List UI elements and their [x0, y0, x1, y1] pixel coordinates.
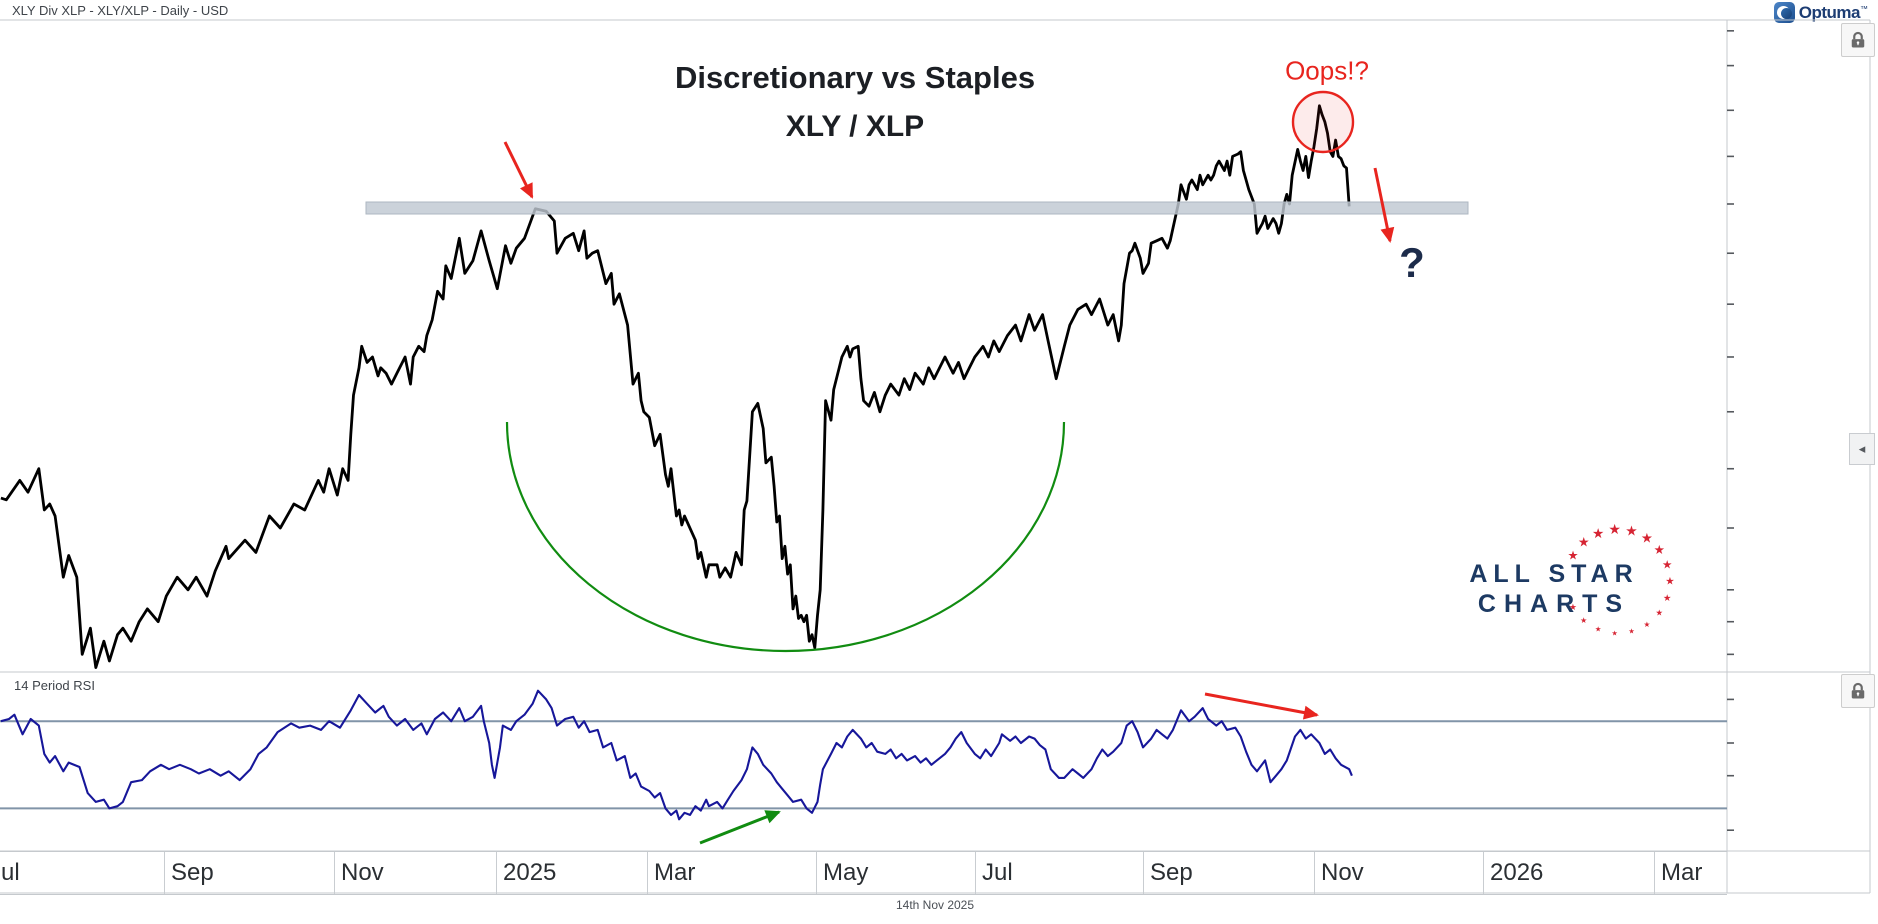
red-arrow-rsi-rollover[interactable]: [1204, 692, 1319, 720]
watermark-star-icon: ★: [1567, 548, 1578, 562]
time-tick-label: Nov: [341, 859, 384, 886]
red-arrow-breakdown[interactable]: [1373, 167, 1395, 243]
time-axis-divider: [647, 852, 648, 894]
resistance-band-annotation[interactable]: [365, 201, 1469, 215]
time-tick-label: Mar: [1661, 859, 1703, 886]
scroll-left-icon: ◂: [1858, 441, 1866, 456]
oops-text-annotation[interactable]: Oops!?: [1285, 55, 1369, 86]
lock-price-axis-button[interactable]: [1841, 23, 1875, 57]
footer-date: 14th Nov 2025: [895, 898, 975, 912]
time-axis[interactable]: Jul Sep Nov 2025 Mar May Jul Sep Nov 2026 Mar: [0, 851, 1727, 895]
green-arc-rounded-bottom[interactable]: [505, 421, 1066, 653]
time-axis-divider: [496, 852, 497, 894]
rsi-tool-label: 14 Period RSI: [14, 678, 95, 693]
chart-title-annotation[interactable]: Discretionary vs Staples: [674, 60, 1036, 95]
watermark-star-icon: ★: [1580, 616, 1587, 625]
time-tick-label: Jul: [0, 859, 20, 886]
watermark-star-icon: ★: [1656, 608, 1664, 618]
time-axis-divider: [1654, 852, 1655, 894]
chart-code-title: XLY Div XLP - XLY/XLP - Daily - USD: [12, 3, 229, 18]
watermark-star-icon: ★: [1641, 532, 1653, 547]
price-line-xly-xlp[interactable]: [0, 104, 1351, 669]
watermark-star-icon: ★: [1662, 557, 1672, 571]
chart-subtitle-annotation[interactable]: XLY / XLP: [785, 110, 925, 143]
watermark-star-icon: ★: [1592, 526, 1604, 542]
time-tick-label: 2026: [1490, 859, 1544, 886]
time-axis-divider: [1483, 852, 1484, 894]
time-tick-label: Mar: [654, 859, 696, 886]
all-star-charts-watermark: ALL STAR CHARTS: [1469, 560, 1638, 619]
time-tick-label: Sep: [171, 859, 214, 886]
scroll-left-button[interactable]: ◂: [1849, 433, 1875, 465]
lock-icon: [1851, 682, 1865, 699]
watermark-star-icon: ★: [1608, 522, 1621, 538]
watermark-line2: CHARTS: [1477, 590, 1631, 618]
time-axis-divider: [164, 852, 165, 894]
watermark-star-icon: ★: [1628, 627, 1634, 636]
green-arrow-rsi-upturn[interactable]: [699, 810, 781, 845]
optuma-logo: Optuma™: [1773, 2, 1868, 23]
oops-circle-annotation[interactable]: [1291, 90, 1355, 154]
watermark-star-icon: ★: [1611, 629, 1617, 637]
time-axis-divider: [1143, 852, 1144, 894]
optuma-logo-text: Optuma: [1798, 2, 1861, 22]
time-axis-divider: [975, 852, 976, 894]
optuma-logo-icon: [1773, 2, 1795, 23]
watermark-star-icon: ★: [1595, 625, 1602, 634]
price-axis[interactable]: 3.383.303.203.103.002.902.802.702.602.50…: [1727, 20, 1870, 672]
time-axis-divider: [816, 852, 817, 894]
time-tick-label: Nov: [1321, 859, 1364, 886]
red-arrow-failed-breakout[interactable]: [503, 141, 534, 199]
time-tick-label: 2025: [503, 859, 557, 886]
watermark-line1: ALL STAR: [1469, 560, 1639, 588]
watermark-star-icon: ★: [1663, 593, 1671, 604]
watermark-star-icon: ★: [1654, 542, 1665, 557]
watermark-star-icon: ★: [1569, 603, 1577, 613]
watermark-star-icon: ★: [1643, 620, 1650, 629]
lock-icon: [1851, 31, 1865, 48]
time-tick-label: Sep: [1150, 859, 1193, 886]
watermark-star-icon: ★: [1578, 536, 1590, 551]
trademark-symbol: ™: [1860, 4, 1868, 14]
time-axis-divider: [334, 852, 335, 894]
question-mark-annotation[interactable]: ?: [1399, 239, 1425, 286]
time-tick-label: Jul: [982, 859, 1013, 886]
watermark-star-icon: ★: [1665, 576, 1674, 588]
time-axis-divider: [1314, 852, 1315, 894]
time-tick-label: May: [823, 859, 869, 886]
watermark-star-icon: ★: [1625, 524, 1637, 540]
rsi-line[interactable]: [0, 689, 1353, 821]
lock-rsi-axis-button[interactable]: [1841, 674, 1875, 708]
